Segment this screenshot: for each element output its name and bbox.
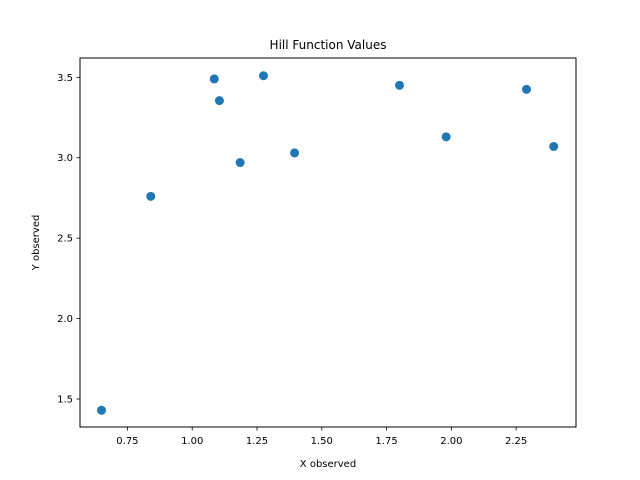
scatter-point (522, 84, 532, 94)
plot-frame (79, 57, 577, 428)
x-tick-label: 2.00 (440, 436, 462, 447)
x-tick-label: 1.75 (375, 436, 397, 447)
y-axis-label: Y observed (31, 215, 42, 272)
y-tick-label: 2.5 (57, 234, 73, 245)
x-tick-label: 1.50 (311, 436, 333, 447)
x-tick-label: 0.75 (116, 436, 138, 447)
y-tick-label: 3.0 (57, 153, 73, 164)
scatter-point (209, 74, 219, 84)
scatter-point (549, 141, 559, 151)
y-tick-label: 2.0 (57, 314, 73, 325)
x-axis-label: X observed (300, 459, 356, 470)
ticks-layer: 0.75 1.00 1.25 1.50 1.75 2.00 2.25 1.5 2.0 2.5 3.0… (57, 73, 527, 447)
chart-title: Hill Function Values (270, 38, 387, 52)
points-layer (97, 71, 559, 415)
y-tick-label: 3.5 (57, 73, 73, 84)
x-tick-label: 1.00 (181, 436, 203, 447)
y-tick-label: 1.5 (57, 395, 73, 406)
scatter-point (146, 191, 156, 201)
scatter-point (395, 80, 405, 90)
scatter-point (214, 96, 224, 106)
x-tick-label: 1.25 (246, 436, 268, 447)
x-tick-label: 2.25 (505, 436, 527, 447)
scatter-point (97, 405, 107, 415)
scatter-point (235, 158, 245, 168)
scatter-point (290, 148, 300, 158)
scatter-point (441, 132, 451, 142)
scatter-point (258, 71, 268, 81)
